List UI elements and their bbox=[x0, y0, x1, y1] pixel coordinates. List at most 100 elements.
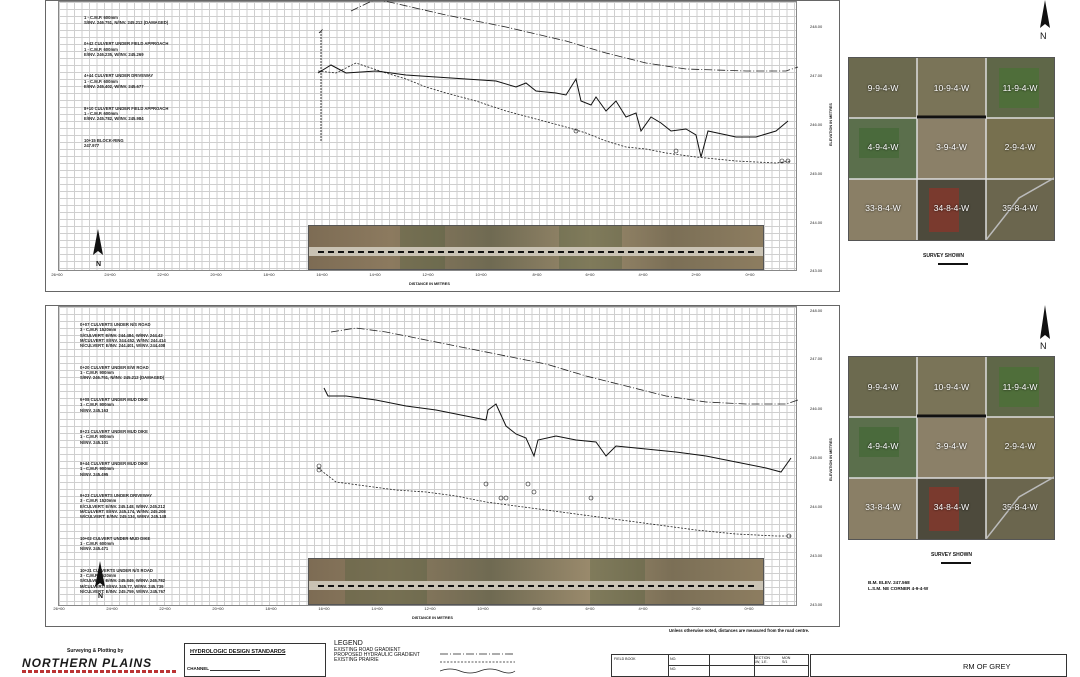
field-book-label: FIELD BOOK bbox=[614, 657, 636, 661]
north-arrow-icon bbox=[1040, 305, 1050, 339]
map-section-label: 3-9-4-W bbox=[936, 441, 967, 451]
top-profile-panel: 1 - C.M.P. 600mm S/INV. 246.751, N/INV. 2… bbox=[45, 0, 840, 292]
map-section-label: 34-8-4-W bbox=[933, 502, 970, 512]
y-tick-label: 247.00 bbox=[810, 356, 823, 361]
bottom-location-map: 9-9-4-W 10-9-4-W 11-9-4-W 4-9-4-W 3-9-4-… bbox=[848, 356, 1055, 540]
x-tick-label: 26+00 bbox=[53, 606, 65, 611]
map-section-label: 33-8-4-W bbox=[865, 203, 901, 213]
bottom-culvert-notes: 0+07 CULVERTS UNDER N/S ROAD 3 - C.M.P. 1… bbox=[80, 311, 166, 611]
culvert-point bbox=[673, 148, 679, 154]
map-section-label: 35-8-4-W bbox=[1002, 502, 1038, 512]
north-letter: N bbox=[1040, 341, 1047, 351]
no-label: NO. bbox=[670, 657, 677, 661]
x-tick-label: 12+00 bbox=[422, 272, 434, 277]
north-arrow-icon bbox=[95, 561, 105, 587]
note-group: 9+23 CULVERTS UNDER DRIVEWAY 3 - C.M.P. 1… bbox=[80, 492, 167, 520]
bottom-x-axis-label: DISTANCE IN METRES bbox=[412, 616, 453, 620]
company-tagline: Surveying & Plotting by bbox=[67, 648, 124, 654]
bottom-existing-prairie-line bbox=[323, 387, 792, 473]
note-group: 8+21 CULVERT UNDER MUD DIKE 1 - C.M.P. 90… bbox=[80, 428, 148, 445]
x-tick-label: 2+00 bbox=[691, 606, 701, 611]
top-hydraulic-line bbox=[317, 62, 792, 164]
culvert-point bbox=[316, 467, 322, 473]
note-group: 4+44 CULVERT UNDER DRIVEWAY 1 - C.M.P. 60… bbox=[84, 73, 154, 90]
bm-elevation: B.M. ELEV. 247.568 bbox=[868, 580, 910, 585]
survey-shown-caption: SURVEY SHOWN bbox=[923, 253, 964, 259]
map-section-label: 9-9-4-W bbox=[867, 382, 899, 392]
y-tick-label: 244.00 bbox=[810, 504, 823, 509]
bottom-profile-panel: 0+07 CULVERTS UNDER N/S ROAD 3 - C.M.P. 1… bbox=[45, 305, 840, 627]
note-group: 0+42 CULVERT UNDER FIELD APPROACH 1 - C.M… bbox=[84, 41, 169, 58]
culvert-point bbox=[779, 158, 785, 164]
x-tick-label: 6+00 bbox=[585, 272, 595, 277]
culvert-point bbox=[531, 489, 537, 495]
bottom-road-gradient-line bbox=[330, 327, 799, 405]
x-tick-label: 6+00 bbox=[585, 606, 595, 611]
x-tick-label: 10+00 bbox=[475, 272, 487, 277]
bm-location: L.S.M. NE CORNER 4-9-4-W bbox=[868, 586, 929, 591]
top-x-axis-label: DISTANCE IN METRES bbox=[409, 282, 450, 286]
bottom-y-axis-label: ELEVATION IN METRES bbox=[829, 438, 833, 481]
legend-title: LEGEND bbox=[334, 640, 363, 647]
north-arrow-icon bbox=[1040, 0, 1050, 28]
x-tick-label: 0+00 bbox=[745, 272, 755, 277]
y-tick-label: 248.00 bbox=[810, 308, 823, 313]
legend-existing-prairie: EXISTING PRAIRIE bbox=[334, 657, 379, 663]
culvert-point bbox=[573, 128, 579, 134]
y-tick-label: 245.00 bbox=[810, 171, 823, 176]
culvert-point bbox=[498, 495, 504, 501]
top-pole-marker bbox=[318, 28, 324, 141]
map-section-label: 2-9-4-W bbox=[1004, 142, 1036, 152]
map-section-label: 3-9-4-W bbox=[936, 142, 967, 152]
x-tick-label: 2+00 bbox=[691, 272, 701, 277]
top-aerial-strip bbox=[308, 225, 764, 270]
culvert-point bbox=[483, 481, 489, 487]
channel-line bbox=[210, 670, 260, 671]
note-group: 10+15 BLOCK-RING 247.977 bbox=[84, 137, 124, 148]
x-tick-label: 4+00 bbox=[638, 606, 648, 611]
x-tick-label: 10+00 bbox=[477, 606, 489, 611]
top-culvert-notes: 1 - C.M.P. 600mm S/INV. 246.751, N/INV. 2… bbox=[84, 4, 168, 164]
map-section-label: 2-9-4-W bbox=[1004, 441, 1036, 451]
top-road-gradient-line bbox=[350, 1, 799, 72]
caption-underline bbox=[941, 562, 971, 564]
y-tick-label: 243.00 bbox=[810, 553, 823, 558]
culvert-point bbox=[786, 533, 792, 539]
x-tick-label: 12+00 bbox=[424, 606, 436, 611]
legend-road-gradient: EXISTING ROAD GRADIENT bbox=[334, 647, 401, 653]
map-section-label: 34-8-4-W bbox=[933, 203, 970, 213]
top-y-axis-label: ELEVATION IN METRES bbox=[829, 103, 833, 146]
map-section-label: 11-9-4-W bbox=[1002, 83, 1038, 93]
y-tick-label: 243.00 bbox=[810, 268, 823, 273]
y-tick-label: 243.00 bbox=[810, 602, 823, 607]
bottom-profile-lines bbox=[316, 327, 799, 539]
note-group: 6+08 CULVERT UNDER MUD DIKE 1 - C.M.P. 90… bbox=[80, 396, 148, 413]
top-profile-lines bbox=[317, 1, 799, 164]
bottom-hydraulic-line bbox=[317, 467, 791, 537]
x-tick-label: 16+00 bbox=[316, 272, 328, 277]
top-existing-prairie-line bbox=[317, 64, 789, 158]
note-group: 1 - C.M.P. 600mm S/INV. 246.751, N/INV. 2… bbox=[84, 14, 169, 26]
section-label: SECTION bbox=[754, 656, 770, 660]
map-section-label: 9-9-4-W bbox=[867, 83, 899, 93]
note-group: 8+10 CULVERT UNDER FIELD APPROACH 1 - C.M… bbox=[84, 105, 169, 122]
north-letter: N bbox=[96, 261, 102, 268]
map-section-label: 4-9-4-W bbox=[867, 142, 899, 152]
x-tick-label: 0+00 bbox=[744, 606, 754, 611]
map-background bbox=[849, 357, 1054, 539]
x-tick-label: 16+00 bbox=[318, 606, 330, 611]
x-tick-label: 20+00 bbox=[210, 272, 222, 277]
x-tick-label: 18+00 bbox=[265, 606, 277, 611]
culvert-point bbox=[525, 481, 531, 487]
rm-box bbox=[810, 654, 1067, 677]
map-section-label: 10-9-4-W bbox=[933, 382, 970, 392]
culvert-point bbox=[316, 463, 322, 469]
company-logo: NORTHERN PLAINS bbox=[22, 656, 153, 670]
standards-title: HYDROLOGIC DESIGN STANDARDS bbox=[190, 649, 286, 655]
x-tick-label: 8+00 bbox=[532, 606, 542, 611]
section-value: 1W, 1.E. bbox=[754, 660, 768, 664]
top-location-map: 9-9-4-W 10-9-4-W 11-9-4-W 4-9-4-W 3-9-4-… bbox=[848, 57, 1055, 241]
north-letter: N bbox=[1040, 31, 1047, 41]
y-tick-label: 248.00 bbox=[810, 24, 823, 29]
x-tick-label: 26+00 bbox=[51, 272, 63, 277]
